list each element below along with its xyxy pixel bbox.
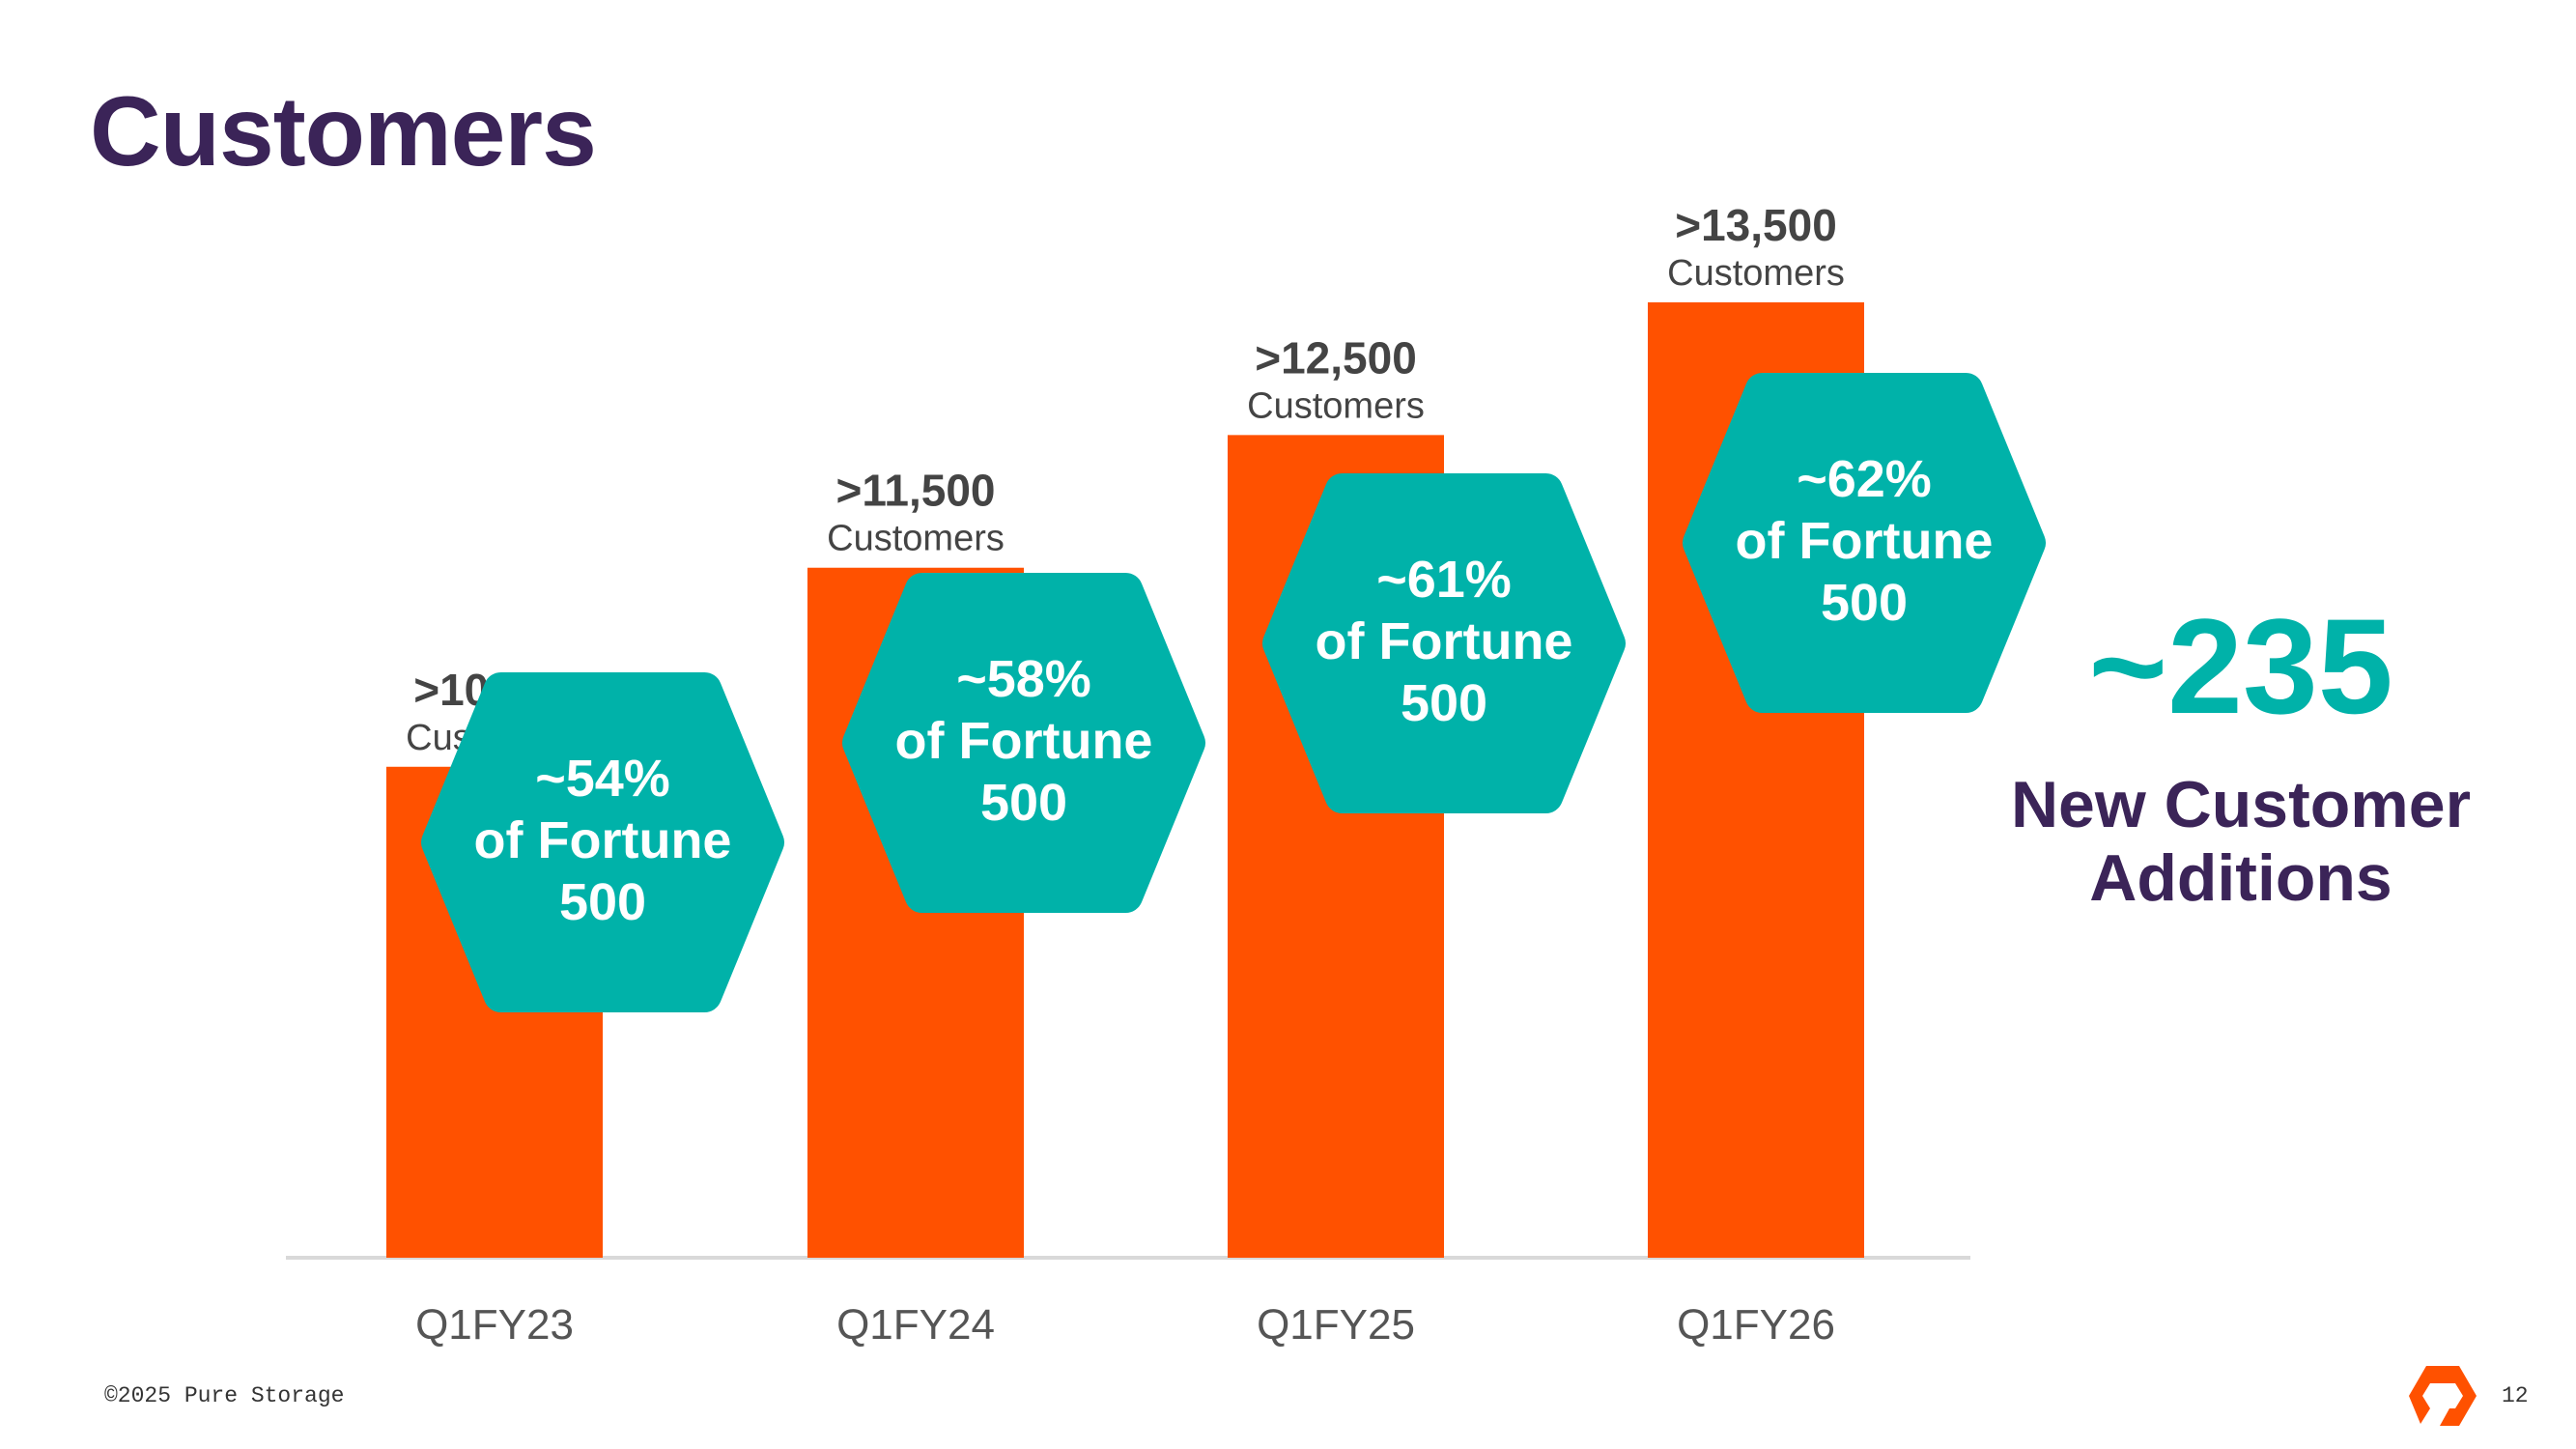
bar-sublabel: Customers bbox=[827, 519, 1005, 559]
fortune-badge-text: of Fortune bbox=[895, 712, 1153, 770]
fortune-badge-percent: ~54% bbox=[535, 750, 670, 808]
fortune-badge-text: 500 bbox=[559, 873, 646, 931]
x-tick-label: Q1FY25 bbox=[1257, 1301, 1415, 1349]
fortune-badge-text: of Fortune bbox=[1736, 512, 1994, 570]
x-tick-label: Q1FY24 bbox=[836, 1301, 995, 1349]
fortune-badge-text: 500 bbox=[1821, 574, 1908, 632]
bar-value-label: >11,500 bbox=[835, 466, 995, 516]
fortune-badge-hexagon bbox=[421, 672, 784, 1012]
footer-copyright: ©2025 Pure Storage bbox=[104, 1383, 345, 1408]
fortune-badge-hexagon bbox=[1262, 473, 1626, 813]
pure-storage-logo-icon bbox=[2409, 1366, 2477, 1426]
slide-title: Customers bbox=[90, 76, 597, 186]
fortune-badge-text: of Fortune bbox=[1316, 612, 1573, 670]
x-tick-label: Q1FY23 bbox=[415, 1301, 574, 1349]
x-tick-label: Q1FY26 bbox=[1677, 1301, 1835, 1349]
fortune-badge-text: 500 bbox=[1401, 674, 1487, 732]
bar-value-label: >12,500 bbox=[1255, 332, 1417, 383]
fortune-badge-percent: ~58% bbox=[956, 650, 1091, 708]
kpi-label-line1: New Customer bbox=[2010, 768, 2472, 841]
bar-value-label: >13,500 bbox=[1675, 200, 1837, 250]
new-customer-additions-value: ~235 bbox=[2088, 590, 2393, 742]
fortune-badge-hexagon bbox=[1683, 373, 2046, 713]
fortune-badge-hexagon bbox=[842, 573, 1205, 913]
new-customer-additions-label: New Customer Additions bbox=[1932, 768, 2550, 915]
fortune-badge-text: of Fortune bbox=[474, 811, 732, 869]
kpi-label-line2: Additions bbox=[2089, 841, 2392, 915]
fortune-badge-percent: ~62% bbox=[1797, 450, 1932, 508]
bar-sublabel: Customers bbox=[1247, 385, 1425, 426]
bar-sublabel: Customers bbox=[1667, 253, 1845, 294]
page-number: 12 bbox=[2502, 1383, 2529, 1408]
fortune-badge-text: 500 bbox=[980, 774, 1067, 832]
fortune-badge-percent: ~61% bbox=[1376, 551, 1512, 609]
